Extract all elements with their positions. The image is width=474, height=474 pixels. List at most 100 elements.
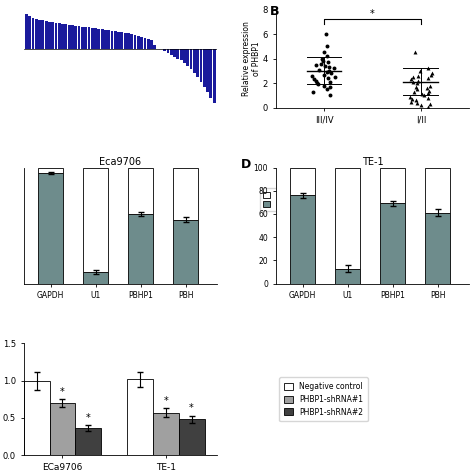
Point	[412, 97, 420, 104]
Bar	[110, 31, 113, 49]
Text: *: *	[164, 396, 168, 406]
Text: *: *	[86, 413, 91, 423]
Bar	[120, 32, 123, 49]
Bar	[124, 33, 127, 49]
Bar	[190, 49, 192, 69]
Bar	[290, 167, 315, 195]
Point	[323, 52, 330, 60]
Bar	[335, 167, 360, 269]
Bar	[107, 30, 110, 49]
Point	[408, 76, 415, 83]
Point	[322, 30, 330, 38]
Bar	[186, 49, 189, 66]
Bar	[380, 203, 405, 283]
Point	[411, 49, 419, 56]
Bar	[144, 38, 146, 49]
Point	[414, 72, 422, 80]
Point	[330, 64, 337, 72]
Bar	[94, 28, 97, 49]
Bar	[335, 269, 360, 283]
Bar	[75, 428, 101, 455]
Point	[315, 66, 323, 73]
Bar	[179, 419, 204, 455]
Bar	[51, 22, 54, 49]
Bar	[153, 412, 179, 455]
Bar	[173, 220, 198, 283]
Point	[321, 62, 329, 70]
Y-axis label: Relative expression
of PHBP1: Relative expression of PHBP1	[0, 362, 1, 437]
Bar	[114, 31, 117, 49]
Point	[325, 67, 333, 75]
Bar	[206, 49, 209, 92]
Text: *: *	[370, 9, 375, 18]
Bar	[183, 49, 186, 63]
Point	[425, 74, 432, 82]
Bar	[127, 379, 153, 455]
Point	[317, 60, 325, 67]
Bar	[100, 29, 103, 49]
Point	[328, 70, 335, 77]
Bar	[150, 40, 153, 49]
Bar	[84, 27, 87, 49]
Bar	[134, 36, 137, 49]
Bar	[173, 49, 176, 57]
Bar	[78, 26, 81, 49]
Point	[320, 49, 328, 56]
Bar	[38, 167, 63, 173]
Point	[423, 84, 430, 92]
Bar	[127, 34, 130, 49]
Point	[312, 61, 319, 69]
Bar	[64, 24, 67, 49]
Bar	[68, 25, 71, 49]
Bar	[25, 14, 28, 49]
Bar	[147, 39, 150, 49]
Bar	[83, 272, 108, 283]
Bar	[104, 30, 107, 49]
Title: Eca9706: Eca9706	[100, 157, 142, 167]
Point	[427, 100, 434, 108]
Bar	[88, 27, 91, 49]
Point	[420, 91, 428, 99]
Point	[425, 94, 432, 102]
Point	[326, 83, 334, 91]
Bar	[140, 37, 143, 49]
Bar	[176, 49, 179, 59]
Point	[425, 64, 432, 72]
Point	[323, 85, 331, 93]
Bar	[425, 213, 450, 283]
Bar	[193, 49, 196, 73]
Bar	[130, 35, 133, 49]
Point	[323, 68, 330, 76]
Legend: Negative control, PHBP1-shRNA#1, PHBP1-shRNA#2: Negative control, PHBP1-shRNA#1, PHBP1-s…	[279, 377, 368, 421]
Bar	[210, 49, 212, 98]
Point	[409, 73, 417, 81]
Bar	[380, 167, 405, 203]
Point	[309, 72, 316, 80]
Bar	[425, 167, 450, 213]
Point	[313, 79, 321, 87]
Bar	[81, 27, 84, 49]
Title: TE-1: TE-1	[362, 157, 383, 167]
Bar	[137, 36, 140, 49]
Bar	[154, 45, 156, 49]
Bar	[200, 49, 202, 82]
Point	[414, 85, 421, 93]
Bar	[58, 23, 61, 49]
Text: *: *	[189, 403, 194, 413]
Bar	[38, 173, 63, 283]
Bar	[173, 167, 198, 220]
Bar	[164, 49, 166, 51]
Point	[410, 88, 418, 96]
Bar	[74, 26, 77, 49]
Bar	[61, 24, 64, 49]
Point	[408, 95, 416, 103]
Point	[424, 89, 432, 97]
Point	[325, 64, 333, 71]
Point	[324, 43, 331, 50]
Point	[426, 82, 434, 90]
Bar	[83, 167, 108, 272]
Point	[416, 67, 424, 75]
Bar	[170, 49, 173, 55]
Bar	[290, 195, 315, 283]
Bar	[55, 23, 57, 49]
